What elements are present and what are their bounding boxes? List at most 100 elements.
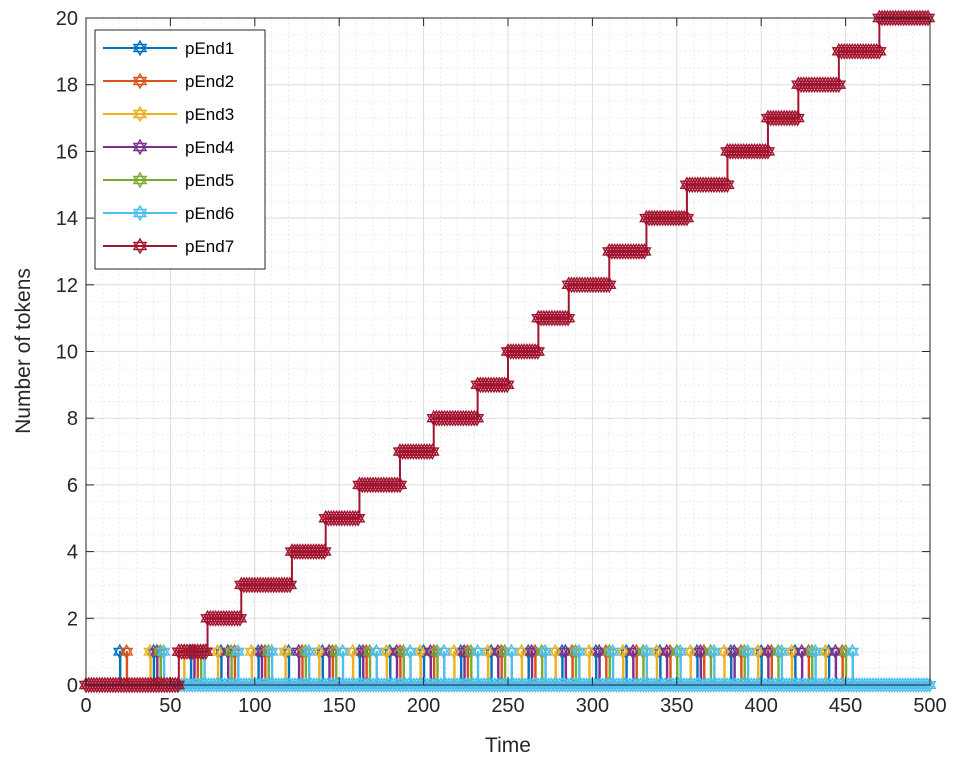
y-axis-label: Number of tokens bbox=[12, 268, 35, 434]
data-point-pEnd4 bbox=[659, 643, 674, 660]
legend-label: pEnd5 bbox=[185, 171, 234, 190]
legend-marker bbox=[132, 39, 148, 57]
axis-ticks bbox=[85, 17, 931, 686]
legend-marker bbox=[132, 72, 148, 90]
y-tick-label: 18 bbox=[56, 75, 78, 97]
data-point-pEnd3 bbox=[717, 643, 731, 660]
data-point-pEnd3 bbox=[312, 643, 326, 660]
data-point-pEnd7 bbox=[831, 76, 847, 94]
data-point-pEnd4 bbox=[761, 643, 775, 660]
data-point-pEnd7 bbox=[282, 576, 298, 594]
x-tick-label: 350 bbox=[660, 695, 693, 717]
data-point-pEnd3 bbox=[413, 643, 428, 660]
data-point-pEnd6 bbox=[231, 643, 245, 660]
legend-marker bbox=[132, 204, 148, 222]
data-point-pEnd6 bbox=[845, 643, 860, 660]
data-point-pEnd7 bbox=[602, 276, 617, 294]
data-point-pEnd6 bbox=[774, 643, 789, 660]
data-point-pEnd3 bbox=[615, 643, 630, 660]
y-tick-label: 0 bbox=[67, 675, 78, 697]
data-point-pEnd6 bbox=[605, 643, 620, 660]
tick-labels: 0 50 100 150 200 250 300 350 400 450 500 0 2 4 6 8 10 12 1… bbox=[56, 8, 947, 717]
data-point-pEnd3 bbox=[379, 643, 394, 660]
data-point-pEnd7 bbox=[469, 409, 485, 427]
x-tick-label: 500 bbox=[913, 695, 946, 717]
legend-label: pEnd3 bbox=[185, 105, 234, 124]
legend: pEnd1 pEnd2 pEnd3 pEnd4 pEnd5 pEnd6 pEnd7 bbox=[94, 29, 266, 270]
data-point-pEnd4 bbox=[727, 643, 742, 660]
data-point-pEnd7 bbox=[232, 609, 248, 627]
data-point-pEnd7 bbox=[560, 309, 576, 327]
data-point-pEnd3 bbox=[548, 643, 563, 660]
legend-entry-pEnd6: pEnd6 bbox=[103, 204, 234, 223]
data-point-pEnd6 bbox=[639, 643, 654, 660]
data-point-pEnd4 bbox=[626, 643, 640, 660]
legend-entry-pEnd2: pEnd2 bbox=[103, 72, 234, 91]
data-point-pEnd3 bbox=[683, 643, 698, 660]
data-point-pEnd7 bbox=[425, 443, 440, 460]
data-point-pEnd7 bbox=[637, 243, 652, 260]
x-tick-label: 0 bbox=[80, 695, 91, 717]
data-point-pEnd7 bbox=[198, 643, 214, 661]
legend-label: pEnd7 bbox=[185, 237, 234, 256]
x-tick-label: 400 bbox=[745, 695, 778, 717]
data-point-pEnd6 bbox=[572, 643, 586, 660]
data-point-pEnd3 bbox=[244, 643, 259, 660]
data-point-pEnd7 bbox=[920, 9, 936, 27]
data-point-pEnd7 bbox=[500, 376, 515, 394]
data-point-pEnd3 bbox=[649, 643, 664, 660]
legend-entry-pEnd5: pEnd5 bbox=[103, 171, 234, 190]
data-point-pEnd3 bbox=[480, 643, 495, 660]
data-point-pEnd3 bbox=[750, 643, 765, 660]
data-point-pEnd3 bbox=[210, 643, 225, 660]
y-tick-label: 12 bbox=[56, 275, 78, 297]
data-point-pEnd6 bbox=[470, 643, 485, 660]
legend-marker bbox=[132, 237, 148, 255]
data-point-pEnd6 bbox=[808, 643, 823, 660]
data-point-pEnd4 bbox=[592, 643, 606, 660]
legend-marker bbox=[132, 105, 148, 123]
data-point-pEnd3 bbox=[818, 643, 833, 660]
data-point-pEnd7 bbox=[720, 176, 735, 194]
x-tick-label: 450 bbox=[829, 695, 862, 717]
data-point-pEnd6 bbox=[707, 643, 721, 660]
data-point-pEnd4 bbox=[794, 643, 809, 660]
y-tick-label: 20 bbox=[56, 8, 78, 30]
y-tick-label: 16 bbox=[56, 141, 78, 163]
data-point-pEnd4 bbox=[558, 643, 573, 660]
data-point-pEnd3 bbox=[582, 643, 596, 660]
x-tick-label: 300 bbox=[576, 695, 609, 717]
x-axis-label: Time bbox=[485, 734, 531, 757]
data-point-pEnd7 bbox=[760, 142, 776, 160]
legend-entry-pEnd1: pEnd1 bbox=[103, 39, 234, 58]
data-point-pEnd3 bbox=[784, 643, 799, 660]
data-point-pEnd6 bbox=[673, 643, 688, 660]
data-point-pEnd7 bbox=[392, 476, 408, 494]
data-point-pEnd6 bbox=[504, 643, 519, 660]
data-point-pEnd6 bbox=[369, 643, 384, 660]
legend-marker bbox=[132, 171, 148, 189]
y-tick-label: 8 bbox=[67, 408, 78, 430]
x-tick-label: 150 bbox=[323, 695, 356, 717]
data-point-pEnd3 bbox=[514, 643, 529, 660]
data-point-pEnd7 bbox=[790, 109, 805, 127]
data-point-pEnd6 bbox=[301, 643, 316, 660]
y-tick-label: 10 bbox=[56, 342, 78, 364]
data-point-pEnd6 bbox=[403, 643, 417, 660]
data-point-pEnd6 bbox=[264, 643, 279, 660]
series-pEnd7 bbox=[78, 9, 936, 694]
x-tick-label: 250 bbox=[491, 695, 524, 717]
legend-marker bbox=[132, 138, 148, 156]
legend-entry-pEnd7: pEnd7 bbox=[103, 237, 234, 256]
legend-entry-pEnd3: pEnd3 bbox=[103, 105, 234, 124]
data-point-pEnd6 bbox=[437, 643, 451, 660]
data-point-pEnd3 bbox=[447, 643, 461, 660]
data-point-pEnd4 bbox=[693, 643, 708, 660]
y-tick-label: 4 bbox=[67, 542, 78, 564]
x-tick-label: 200 bbox=[407, 695, 440, 717]
x-tick-label: 50 bbox=[159, 695, 181, 717]
y-tick-label: 14 bbox=[56, 208, 78, 230]
series-layer bbox=[78, 9, 937, 694]
data-point-pEnd6 bbox=[335, 643, 350, 660]
